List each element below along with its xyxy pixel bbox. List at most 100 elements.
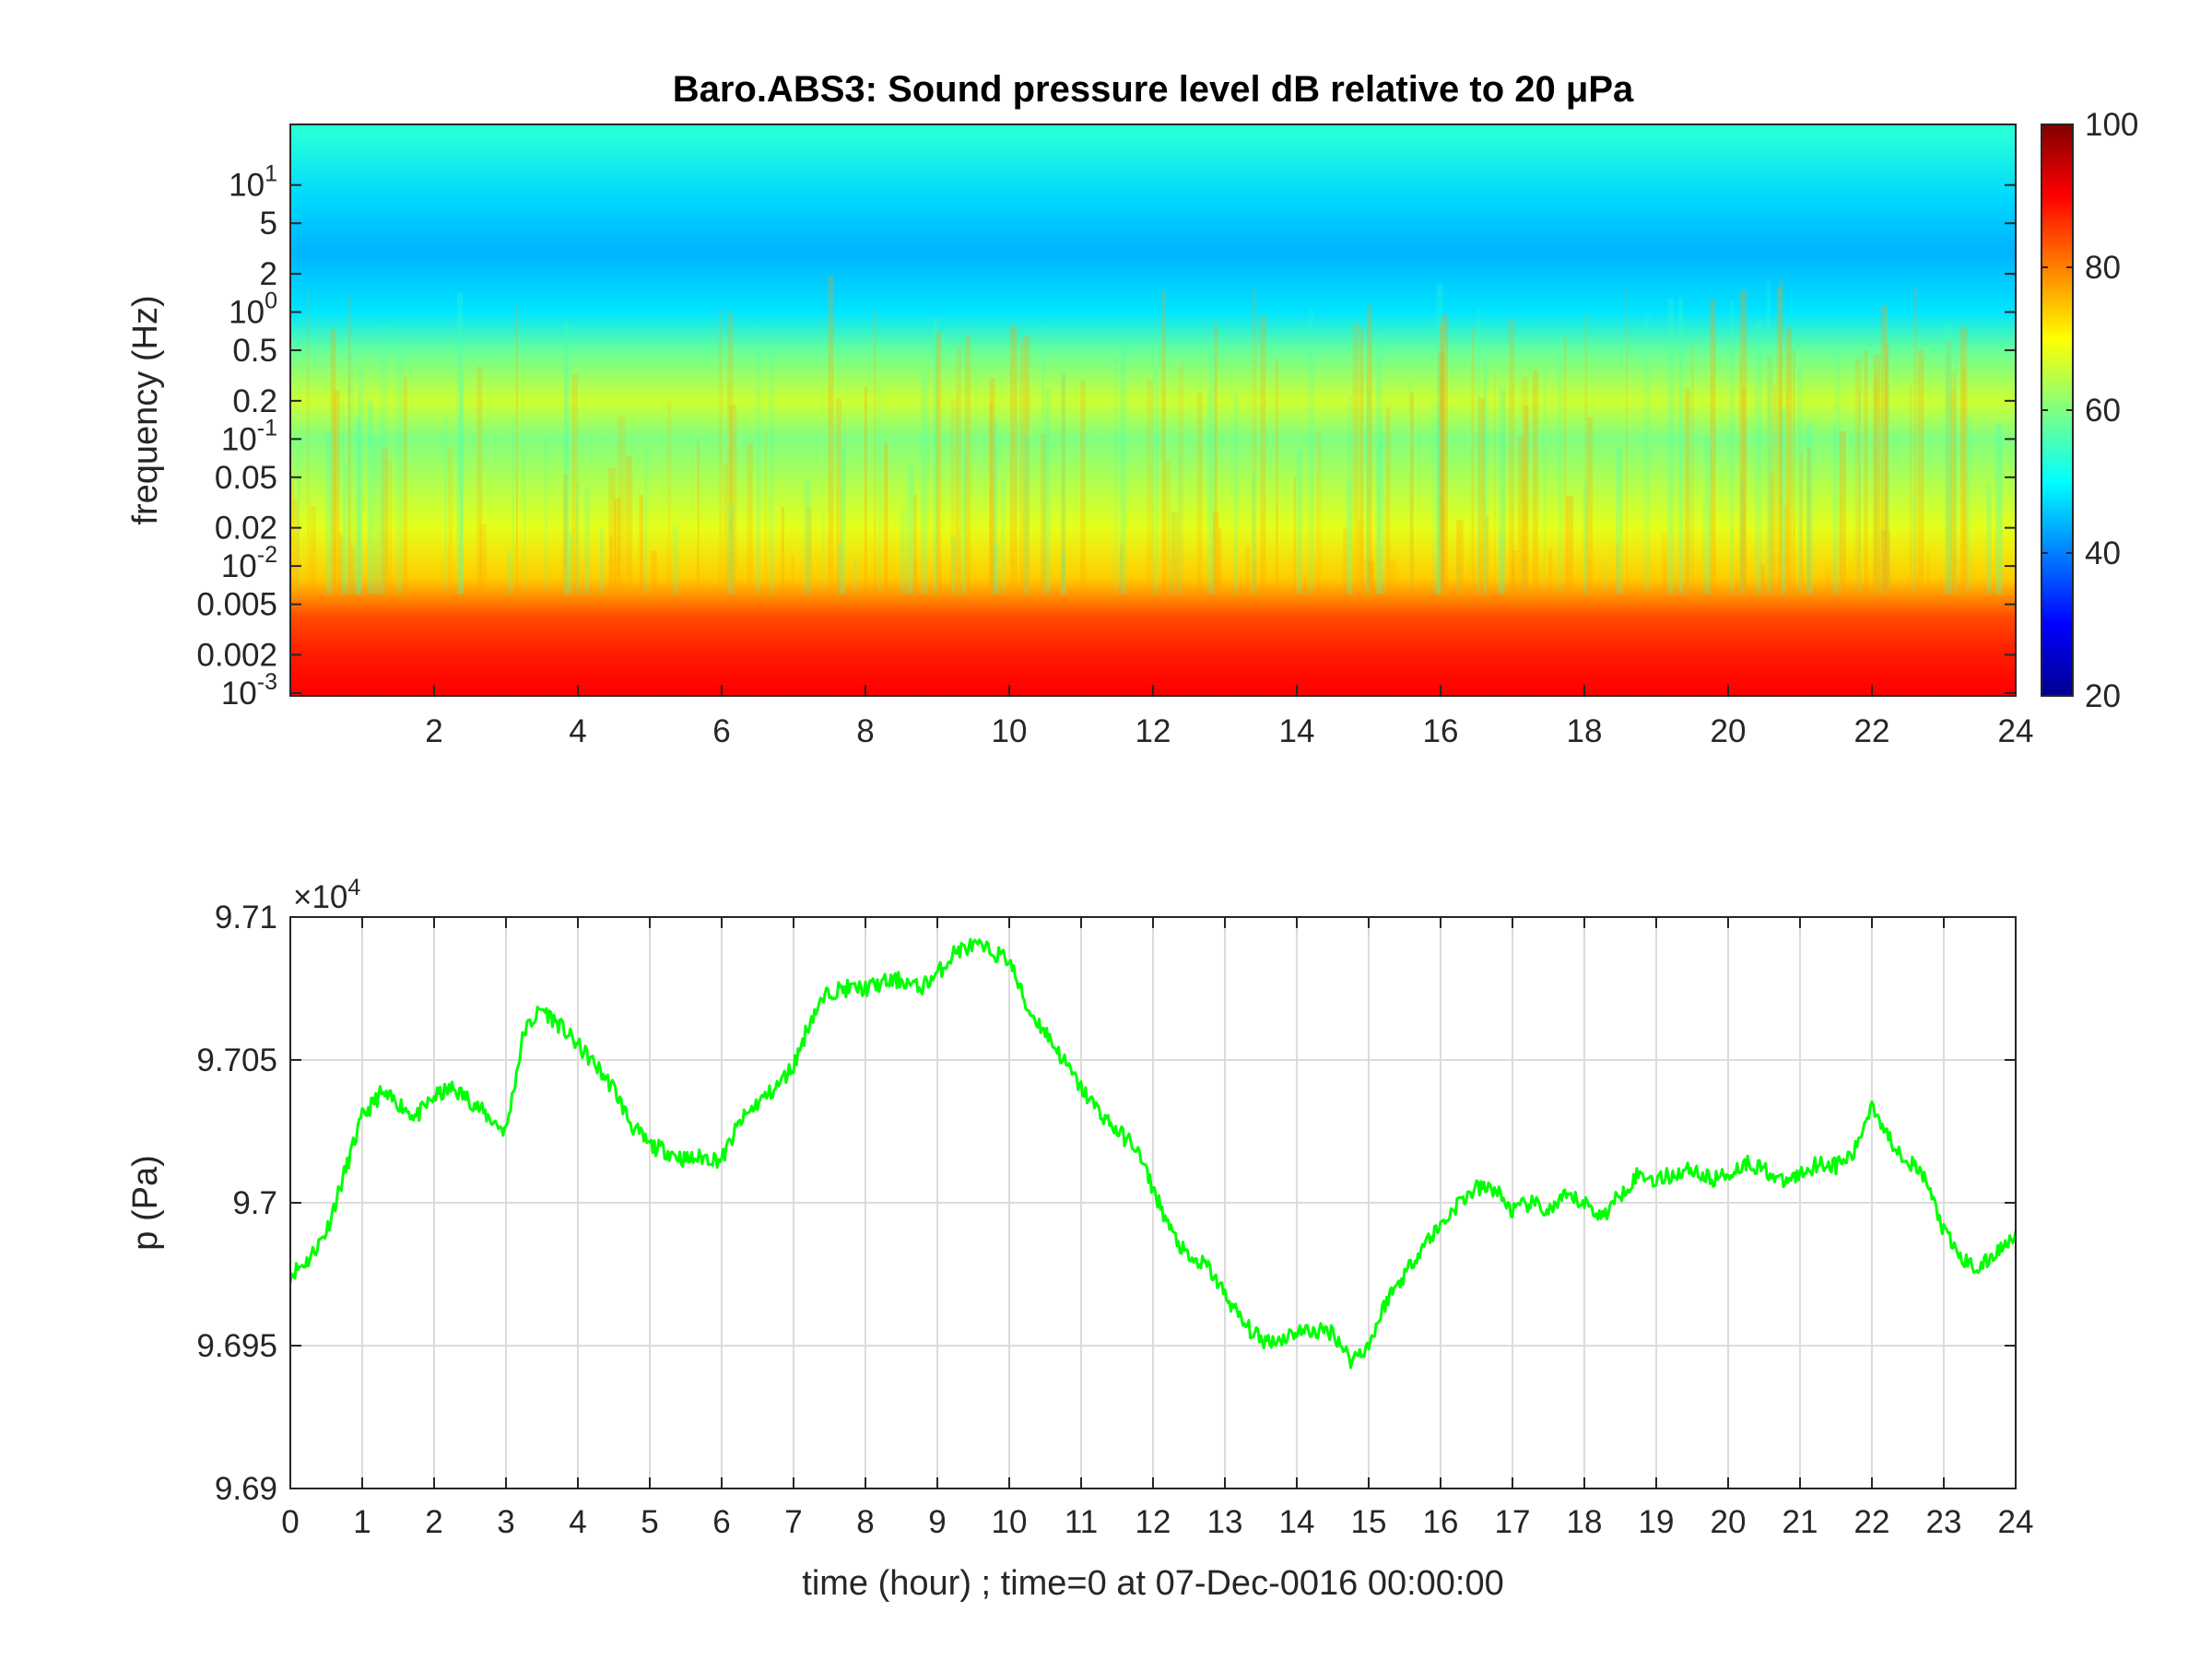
spectrogram-streak <box>1767 354 1773 594</box>
colorbar-tick-label: 40 <box>2085 535 2121 571</box>
spectrogram-fill <box>290 124 2016 696</box>
spectrogram-x-tick-label: 10 <box>992 713 1028 749</box>
spectrogram-streak <box>1522 556 1525 594</box>
spectrogram-streak <box>747 442 753 594</box>
spectrogram-streak <box>1558 354 1563 594</box>
pressure-x-tick-label: 14 <box>1279 1504 1315 1540</box>
spectrogram-image <box>290 124 2016 696</box>
spectrogram-streak <box>1389 559 1396 594</box>
spectrogram-streak <box>1040 433 1047 594</box>
spectrogram-streak <box>1120 341 1126 594</box>
spectrogram-streak <box>1644 312 1651 594</box>
pressure-y-tick-label: 9.71 <box>215 900 277 935</box>
spectrogram-streak <box>1760 565 1765 594</box>
spectrogram-streak <box>1953 333 1958 594</box>
spectrogram-streak <box>1502 391 1505 594</box>
spectrogram-streak <box>639 495 644 594</box>
spectrogram-streak <box>1410 392 1414 594</box>
spectrogram-streak <box>310 506 316 594</box>
spectrogram-streak <box>769 329 774 594</box>
spectrogram-streak <box>507 550 512 594</box>
spectrogram-streak <box>935 331 941 594</box>
spectrogram-streak <box>1348 396 1352 594</box>
spectrogram-streak <box>609 536 612 594</box>
spectrogram-streak <box>1797 365 1803 594</box>
spectrogram-streak <box>1080 380 1086 594</box>
spectrogram-streak <box>718 308 724 594</box>
pressure-x-tick-label: 0 <box>281 1504 299 1540</box>
spectrogram-x-axis: 2 4 6 8 10 12 14 16 18 20 22 24 <box>425 685 2033 749</box>
spectrogram-streak <box>1253 562 1255 594</box>
spectrogram-streak <box>1686 352 1691 594</box>
pressure-x-tick-label: 21 <box>1783 1504 1818 1540</box>
spectrogram-streak <box>1690 347 1694 594</box>
spectrogram-streak <box>1710 300 1716 594</box>
spectrogram-streak <box>1864 350 1868 594</box>
spectrogram-streak <box>932 321 936 594</box>
spectrogram-y-tick-label: 0.05 <box>215 460 277 496</box>
pressure-panel: 0 1 2 3 4 5 6 7 8 9 10 11 12 13 14 15 16 17 18 19 20 21 22 23 24… <box>126 875 2033 1603</box>
spectrogram-streak <box>544 435 548 594</box>
spectrogram-streak <box>325 431 334 594</box>
spectrogram-streak <box>297 445 300 594</box>
spectrogram-streak <box>912 561 918 594</box>
spectrogram-streak <box>1385 406 1391 594</box>
spectrogram-streak <box>1834 345 1841 594</box>
spectrogram-streak <box>1858 390 1861 594</box>
spectrogram-streak <box>1909 383 1912 594</box>
spectrogram-streak <box>853 556 857 594</box>
spectrogram-streak <box>1880 305 1888 594</box>
spectrogram-streak <box>600 528 605 594</box>
spectrogram-texture <box>290 276 2003 594</box>
spectrogram-streak <box>1381 432 1387 594</box>
spectrogram-streak <box>293 498 300 594</box>
spectrogram-streak <box>1493 371 1496 594</box>
spectrogram-streak <box>992 421 998 594</box>
spectrogram-streak <box>515 305 518 594</box>
spectrogram-streak <box>1512 563 1514 594</box>
spectrogram-streak <box>1517 436 1525 594</box>
spectrogram-streak <box>584 486 591 594</box>
spectrogram-streak <box>1218 528 1222 594</box>
spectrogram-streak <box>1740 477 1743 594</box>
spectrogram-streak <box>1678 297 1684 594</box>
spectrogram-streak <box>1563 335 1567 594</box>
pressure-x-tick-label: 4 <box>569 1504 586 1540</box>
spectrogram-streak <box>900 515 903 594</box>
spectrogram-streak <box>330 328 336 594</box>
pressure-x-tick-label: 1 <box>353 1504 371 1540</box>
spectrogram-streak <box>1206 392 1212 594</box>
spectrogram-y-tick-label: 0.005 <box>196 587 277 623</box>
spectrogram-streak <box>563 361 567 594</box>
spectrogram-y-tick-label: 0.2 <box>232 383 277 419</box>
spectrogram-streak <box>1684 388 1690 594</box>
spectrogram-streak <box>372 436 380 594</box>
spectrogram-streak <box>729 405 737 594</box>
spectrogram-streak <box>344 462 348 594</box>
spectrogram-streak <box>1603 562 1607 594</box>
spectrogram-x-tick-label: 2 <box>425 713 442 749</box>
spectrogram-streak <box>1023 436 1030 594</box>
spectrogram-streak <box>1296 451 1302 594</box>
spectrogram-streak <box>618 416 626 594</box>
spectrogram-streak <box>1276 359 1278 594</box>
spectrogram-x-tick-label: 8 <box>856 713 874 749</box>
spectrogram-streak <box>1875 377 1877 594</box>
spectrogram-streak <box>727 312 734 594</box>
pressure-x-tick-label: 5 <box>641 1504 658 1540</box>
spectrogram-x-tick-label: 20 <box>1711 713 1747 749</box>
spectrogram-streak <box>1872 373 1879 594</box>
spectrogram-y-tick-label: 100 <box>229 288 277 331</box>
spectrogram-title: Baro.ABS3: Sound pressure level dB relat… <box>673 69 1634 110</box>
spectrogram-streak <box>1740 477 1746 594</box>
spectrogram-streak <box>306 289 310 594</box>
spectrogram-streak <box>1063 372 1065 594</box>
spectrogram-streak <box>614 498 621 594</box>
spectrogram-streak <box>1965 415 1971 594</box>
spectrogram-streak <box>1961 367 1966 594</box>
spectrogram-streak <box>1616 545 1619 594</box>
spectrogram-streak <box>765 429 768 594</box>
spectrogram-streak <box>950 399 959 594</box>
spectrogram-streak <box>479 524 488 594</box>
